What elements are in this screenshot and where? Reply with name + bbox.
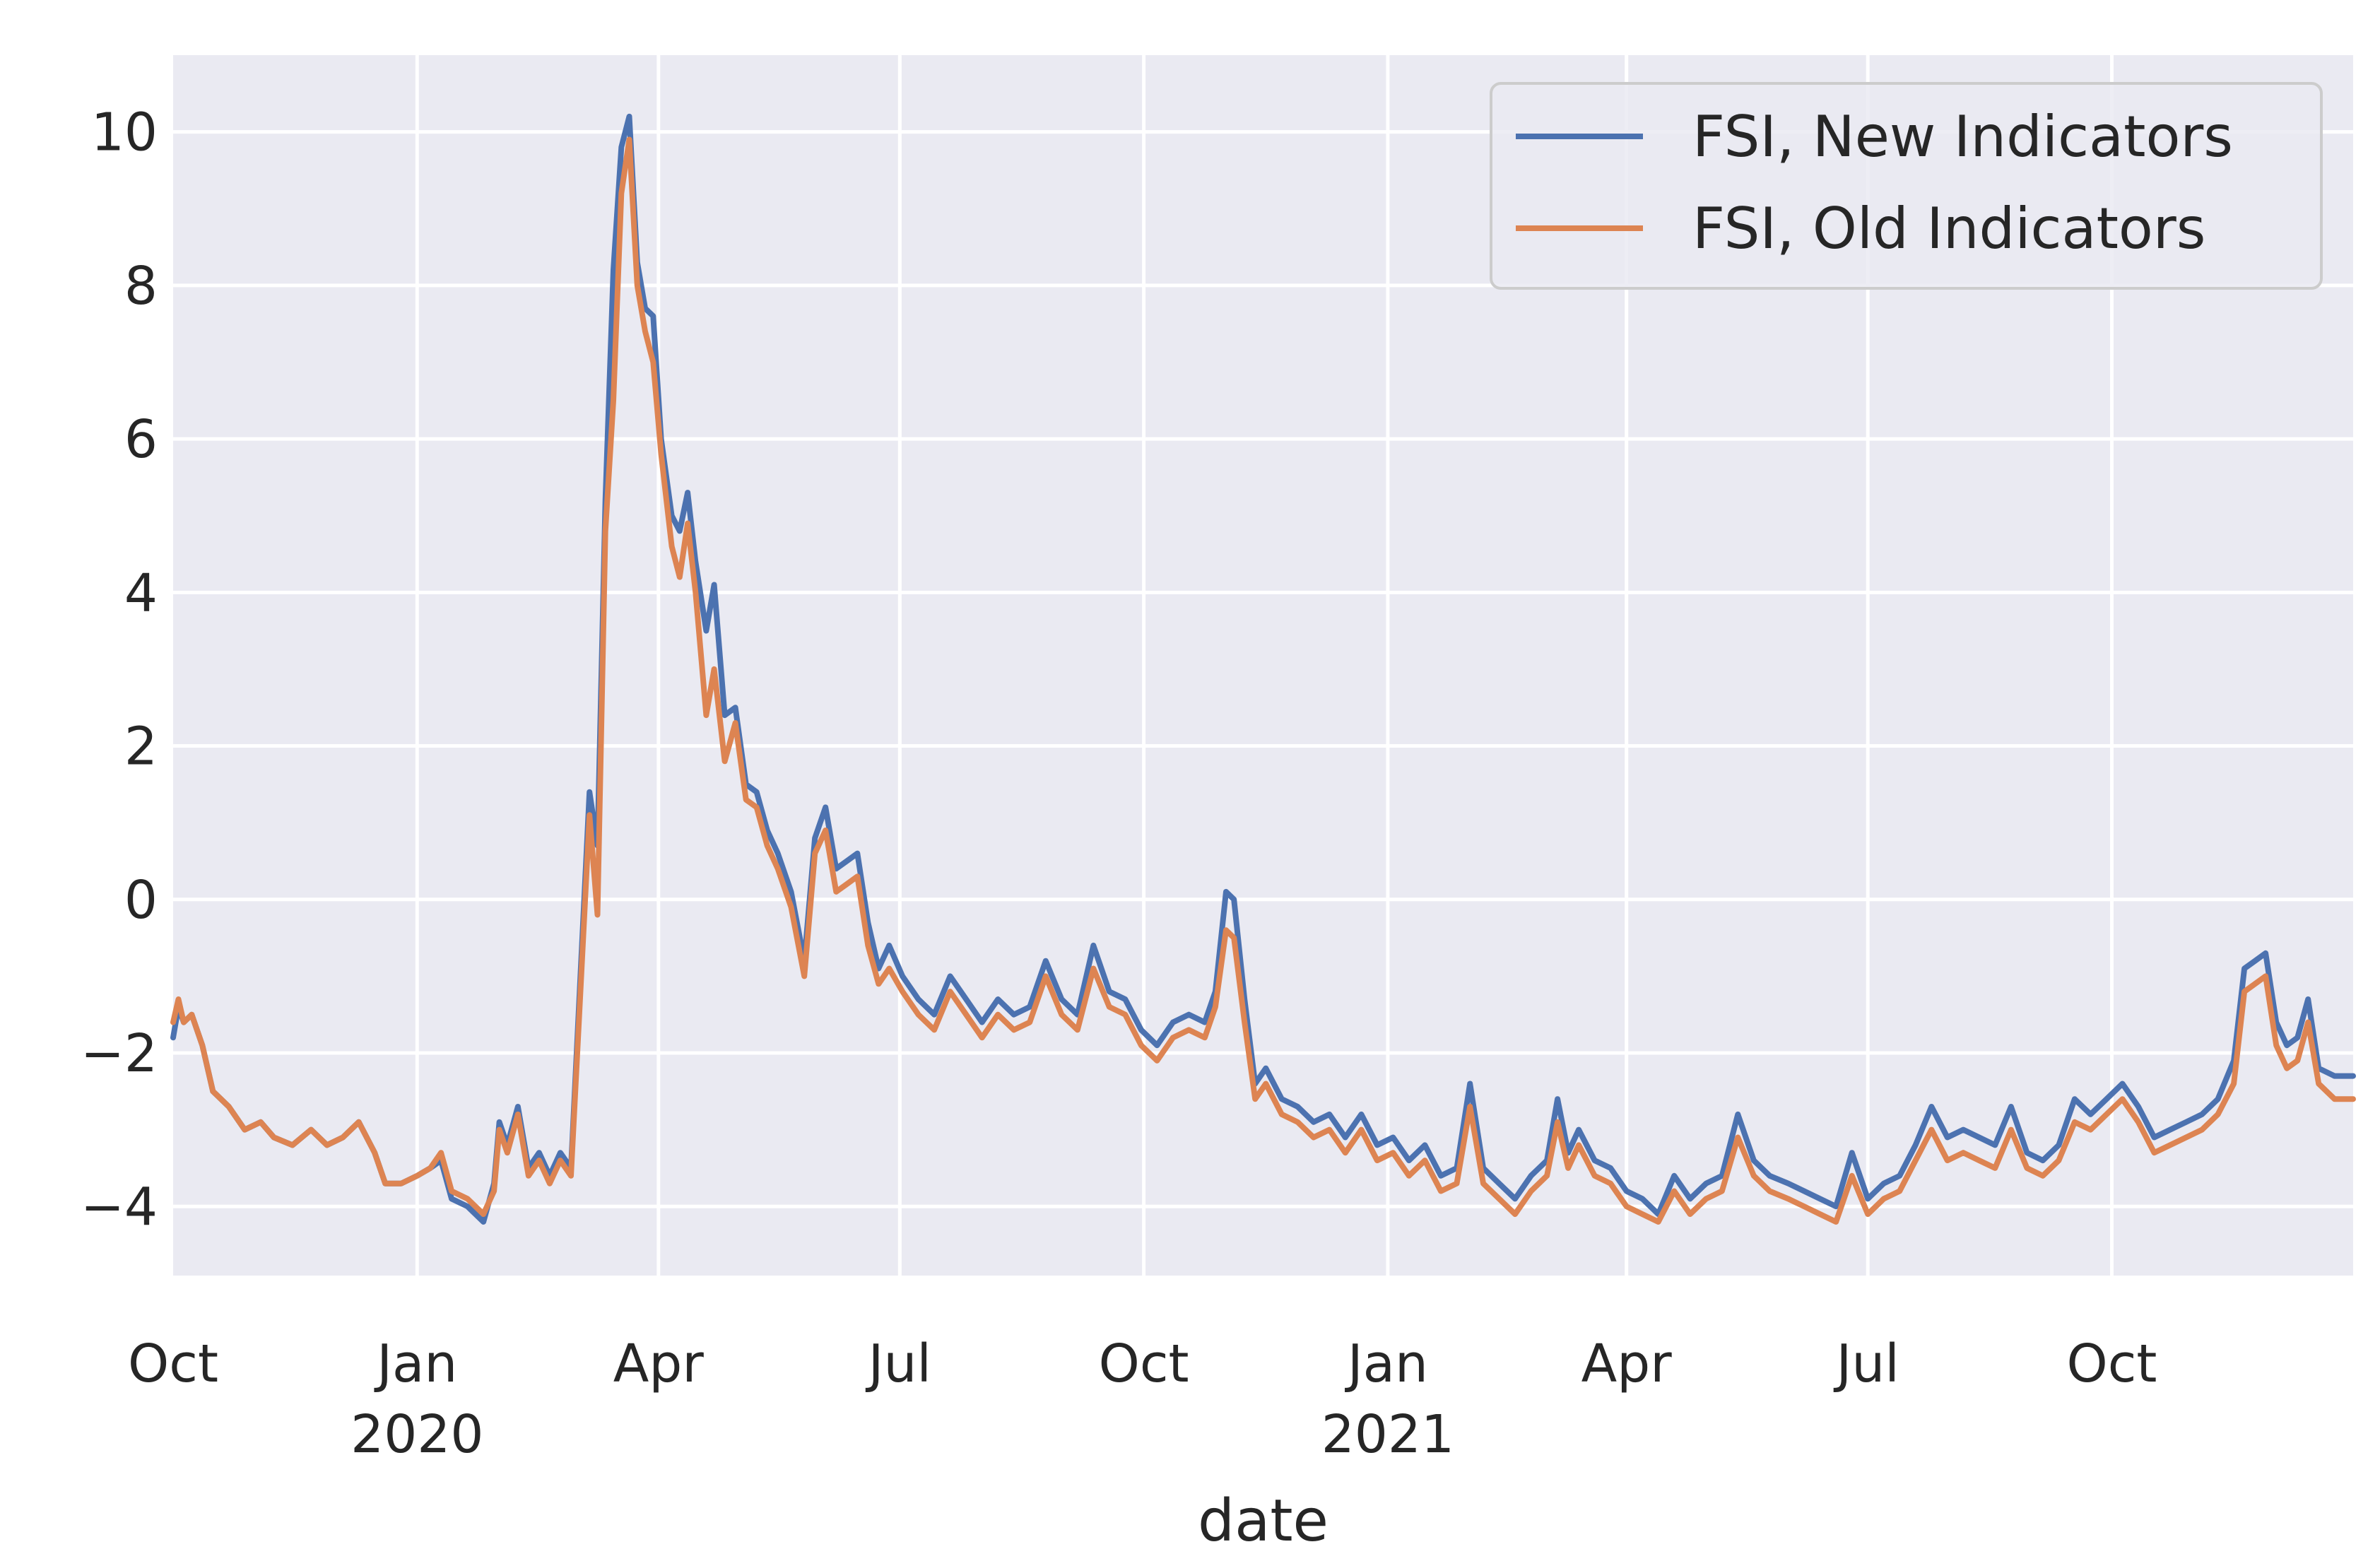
x-tick-year-label: 2020 [350,1404,483,1465]
y-tick-label: 10 [91,102,158,163]
x-tick-label: Jan [1345,1334,1428,1394]
gridlines [173,55,2353,1276]
x-axis-label: date [1198,1488,1329,1555]
x-tick-year-label: 2021 [1321,1404,1454,1465]
x-axis: Oct Jan 2020 Apr Jul Oct Jan 2021 Apr Jul Oct [128,1334,2157,1465]
x-tick-label: Oct [128,1334,218,1394]
legend: FSI, New Indicators FSI, Old Indicators [1490,82,2323,290]
x-tick-label: Jul [1834,1334,1899,1394]
legend-box [1490,82,2323,290]
y-tick-label: −4 [81,1177,158,1237]
x-tick-label: Apr [613,1334,705,1394]
y-tick-label: 0 [124,870,158,931]
y-tick-label: −2 [81,1023,158,1084]
y-tick-label: 2 [124,717,158,777]
series-line-2 [170,136,2356,1225]
series-lines [170,113,2356,1225]
x-tick-label: Oct [1099,1334,1189,1394]
x-tick-label: Oct [2066,1334,2157,1394]
x-tick-label: Jul [866,1334,931,1394]
x-tick-label: Jan [374,1334,457,1394]
y-tick-label: 8 [124,256,158,317]
y-tick-label: 6 [124,409,158,470]
legend-entry: FSI, New Indicators [1692,104,2233,170]
y-tick-label: 4 [124,563,158,623]
x-tick-label: Apr [1581,1334,1673,1394]
legend-entry: FSI, Old Indicators [1692,196,2205,261]
y-axis: 10 8 6 4 2 0 −2 −4 [81,102,158,1238]
